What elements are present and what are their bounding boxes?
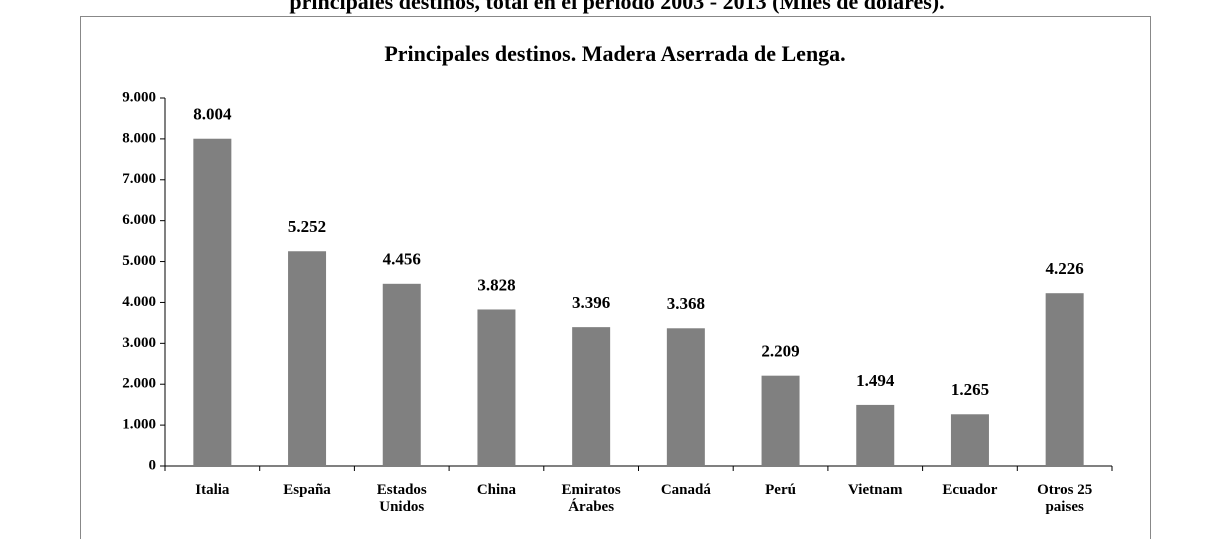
data-label: 1.265 — [951, 380, 989, 399]
data-label: 3.396 — [572, 293, 610, 312]
y-tick-label: 9.000 — [122, 89, 156, 105]
bar — [761, 375, 800, 466]
x-tick-label: Otros 25 paises — [1037, 482, 1093, 515]
y-tick-label: 6.000 — [122, 212, 156, 228]
bar — [572, 327, 611, 466]
chart-title: Principales destinos. Madera Aserrada de… — [384, 41, 845, 66]
y-tick-label: 3.000 — [122, 335, 156, 351]
bar — [382, 283, 421, 466]
x-tick-label: España — [283, 482, 331, 498]
data-label: 2.209 — [761, 342, 799, 361]
bar — [666, 328, 705, 466]
x-tick-label: Italia — [195, 482, 230, 498]
y-tick-label: 5.000 — [122, 253, 156, 269]
data-label: 3.828 — [477, 275, 515, 294]
y-tick-label: 7.000 — [122, 171, 156, 187]
bar — [193, 138, 232, 466]
bar — [950, 414, 989, 466]
bar — [477, 309, 516, 466]
bar — [856, 404, 895, 466]
data-label: 8.004 — [193, 105, 232, 124]
x-tick-label: Perú — [765, 482, 796, 498]
x-tick-label: Vietnam — [848, 482, 903, 498]
bar — [288, 251, 327, 466]
data-label: 1.494 — [856, 371, 895, 390]
y-tick-label: 8.000 — [122, 130, 156, 146]
data-label: 3.368 — [667, 294, 705, 313]
x-tick-label: China — [476, 482, 517, 498]
data-label: 5.252 — [288, 217, 326, 236]
x-tick-label: Canadá — [660, 482, 711, 498]
x-tick-label: Ecuador — [942, 482, 998, 498]
y-tick-label: 2.000 — [122, 376, 156, 392]
bar — [1045, 293, 1084, 466]
caption: principales destinos, total en el períod… — [289, 0, 944, 14]
y-tick-label: 4.000 — [122, 294, 156, 310]
data-label: 4.226 — [1046, 259, 1084, 278]
y-tick-label: 1.000 — [122, 417, 156, 433]
y-tick-label: 0 — [149, 457, 157, 473]
data-label: 4.456 — [383, 250, 421, 269]
x-tick-label: Estados Unidos — [376, 482, 427, 515]
chart-frame — [80, 16, 1151, 539]
x-tick-label: Emiratos Árabes — [561, 482, 621, 515]
